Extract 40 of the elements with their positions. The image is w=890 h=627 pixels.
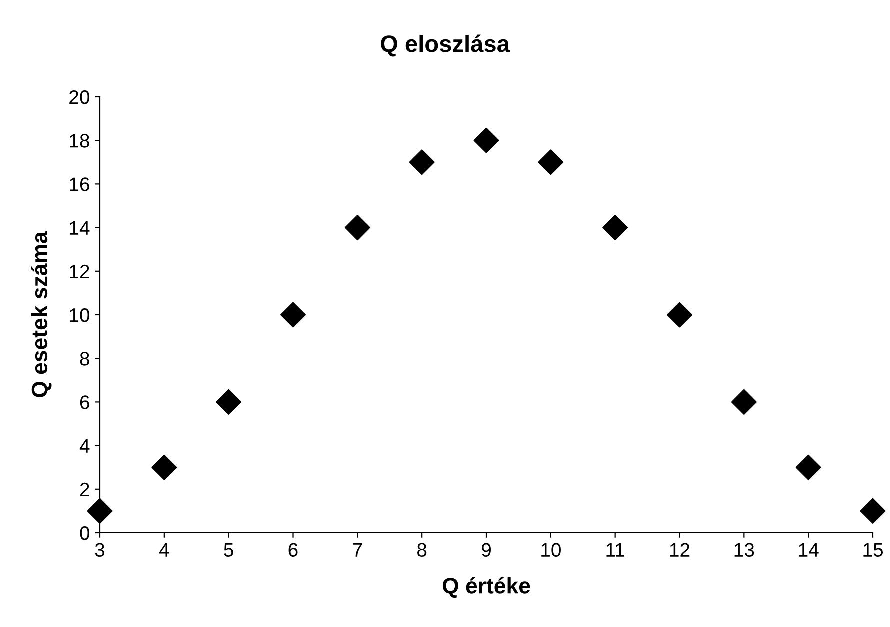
x-tick-label: 15 [864,543,883,558]
x-axis-title: Q értéke [442,577,530,598]
point [409,150,435,176]
point [538,150,564,176]
x-tick-label: 13 [734,543,754,558]
point [152,454,178,480]
x-tick-label: 6 [288,543,298,558]
point [602,215,628,241]
point [280,302,306,328]
x-tick-label: 4 [159,543,170,557]
point [860,498,886,524]
x-tick-label: 14 [799,543,819,557]
x-tick-label: 5 [224,543,234,558]
y-tick-label: 4 [80,439,90,453]
y-tick-label: 10 [70,308,90,322]
y-tick-label: 2 [80,482,90,496]
x-tick-label: 9 [482,543,491,558]
y-tick-label: 18 [70,134,90,148]
y-tick-label: 16 [70,178,90,192]
chart-title: Q eloszlása [381,34,510,57]
x-tick-label: 8 [418,543,427,558]
x-tick-label: 10 [542,543,561,558]
y-tick-label: 0 [80,526,90,540]
y-tick-label: 12 [70,264,90,278]
x-tick-label: 11 [606,543,624,557]
point [87,498,113,524]
y-tick-label: 6 [80,396,90,410]
y-tick-label: 20 [70,90,90,104]
point [667,302,692,328]
y-tick-label: 14 [70,221,90,235]
y-axis-title: Q esetek száma [31,231,52,398]
y-tick-label: 8 [80,352,90,366]
point [796,454,822,480]
x-tick-label: 12 [670,543,690,557]
point [731,389,757,415]
point [474,128,500,154]
point [216,389,242,415]
point [344,215,370,241]
x-tick-label: 7 [353,543,362,557]
x-tick-label: 3 [95,543,105,558]
